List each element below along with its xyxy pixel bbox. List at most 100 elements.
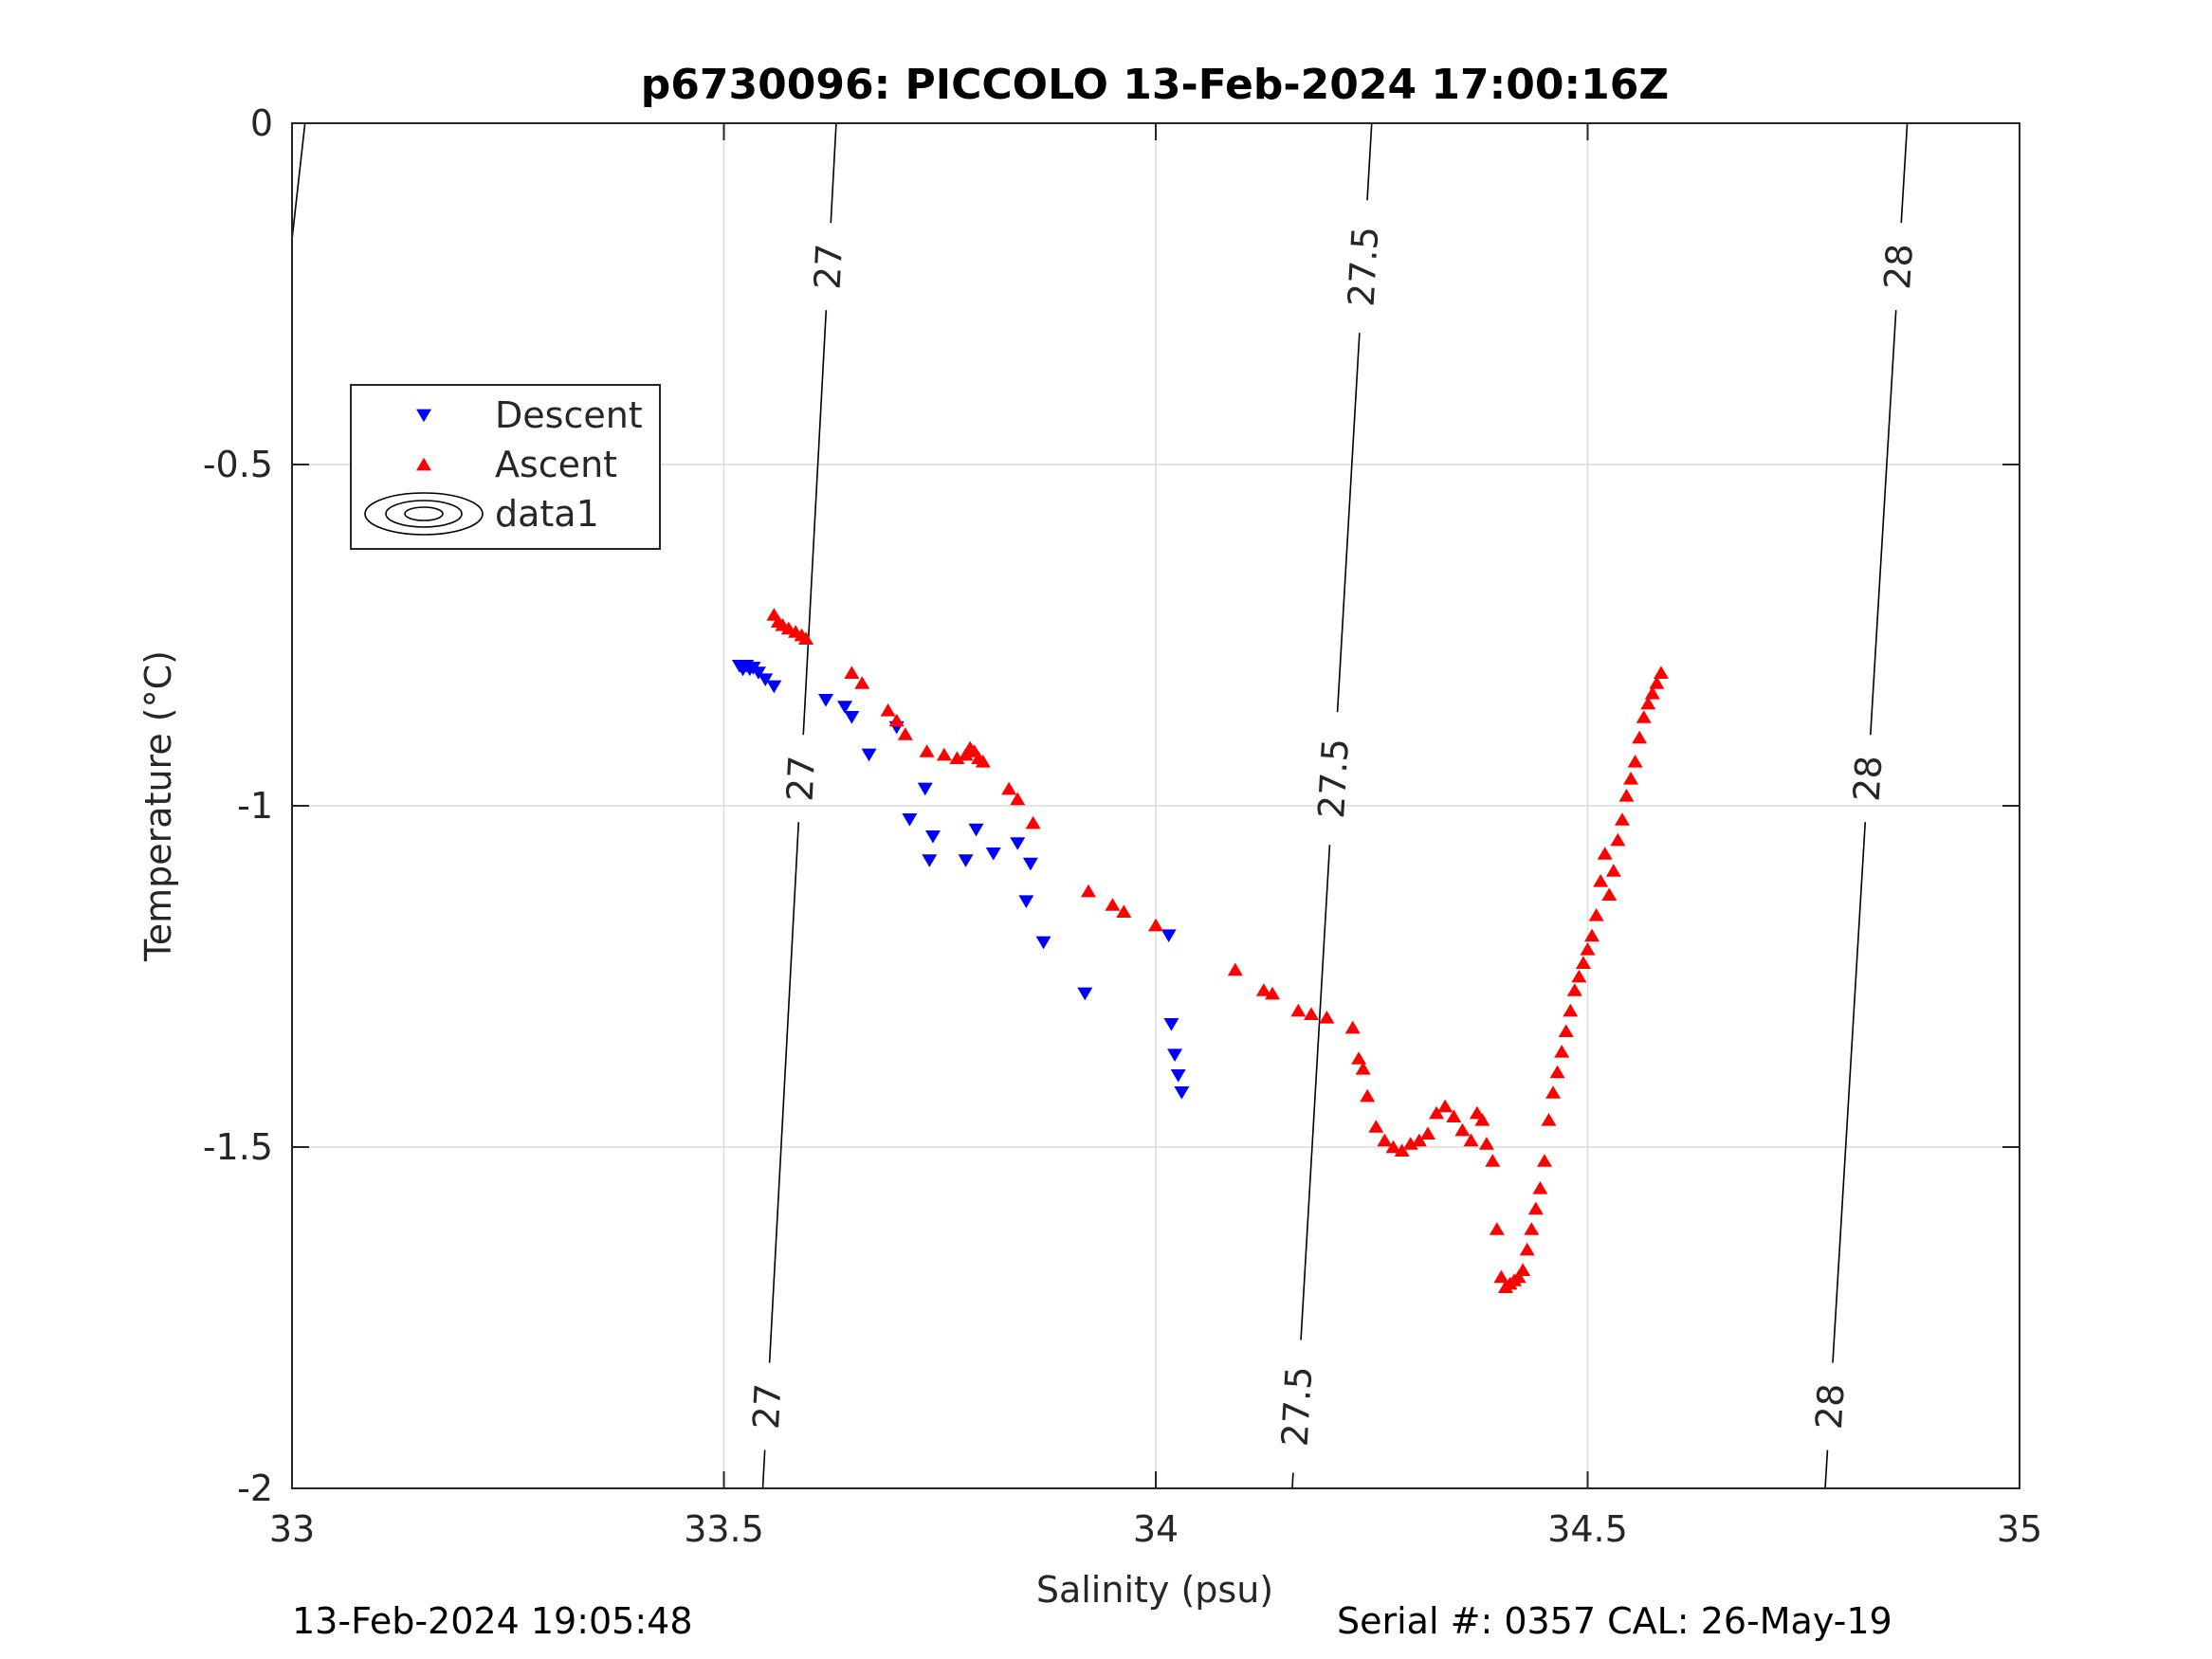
descent-point xyxy=(917,782,933,796)
ascent-point xyxy=(1368,1120,1384,1133)
descent-point xyxy=(1167,1048,1183,1062)
ascent-series xyxy=(766,608,1669,1293)
isopycnal-label: 28 xyxy=(1846,755,1891,803)
ascent-point xyxy=(1385,1139,1401,1154)
ascent-point xyxy=(1549,1065,1565,1079)
ascent-point xyxy=(1419,1126,1435,1139)
ascent-point xyxy=(919,744,935,757)
ascent-point xyxy=(1510,1269,1526,1284)
descent-point xyxy=(968,823,984,837)
isopycnal-line xyxy=(1832,822,1867,1363)
ascent-point xyxy=(1001,781,1017,795)
isopycnal-label: 27 xyxy=(745,1382,790,1431)
descent-point xyxy=(1174,1086,1190,1100)
footer-timestamp: 13-Feb-2024 19:05:48 xyxy=(292,1600,693,1642)
ascent-point xyxy=(1344,1020,1361,1034)
ascent-point xyxy=(1148,918,1163,932)
ascent-point xyxy=(1474,1113,1490,1126)
ascent-point xyxy=(1541,1113,1557,1126)
isopycnal-28: 28 28 28 xyxy=(1808,122,1921,1489)
ascent-point xyxy=(1255,983,1271,996)
ascent-point xyxy=(1493,1269,1509,1284)
isopycnal-line xyxy=(1336,333,1361,713)
ascent-point xyxy=(1554,1045,1570,1058)
ascent-point xyxy=(1446,1109,1462,1122)
ascent-point xyxy=(897,727,913,740)
ascent-point xyxy=(1545,1085,1562,1099)
ascent-point xyxy=(1636,710,1652,723)
ascent-point xyxy=(1515,1263,1531,1276)
descent-point xyxy=(758,673,774,686)
ascent-point xyxy=(880,703,896,717)
isopycnal-27.5: 27.5 27.5 27.5 xyxy=(1274,122,1387,1489)
x-tick-label: 33.5 xyxy=(684,1508,764,1550)
ascent-point xyxy=(1360,1088,1376,1103)
ascent-point xyxy=(1563,1003,1579,1017)
y-tick-label: -0.5 xyxy=(203,444,273,485)
legend-contour-swatch xyxy=(364,492,484,536)
descent-point xyxy=(1018,895,1034,908)
x-axis-ticks: 33 33.5 34 34.5 35 xyxy=(269,123,2042,1550)
isopycnal-label: 28 xyxy=(1808,1382,1853,1431)
ascent-point xyxy=(1080,884,1096,898)
ascent-point xyxy=(1478,1137,1494,1150)
ascent-point xyxy=(1355,1062,1371,1075)
ascent-point xyxy=(1010,792,1026,806)
ascent-point xyxy=(888,713,905,727)
descent-point xyxy=(1170,1069,1186,1083)
isopycnal-label: 27 xyxy=(778,755,823,803)
ascent-point xyxy=(1519,1242,1535,1256)
legend-label: Ascent xyxy=(495,444,617,485)
descent-point xyxy=(750,666,766,680)
descent-point xyxy=(1163,1018,1179,1031)
footer-serial-cal: Serial #: 0357 CAL: 26-May-19 xyxy=(1337,1600,1892,1642)
ascent-point xyxy=(1653,665,1669,679)
ascent-point xyxy=(1644,686,1660,700)
ascent-point xyxy=(1227,962,1243,976)
ascent-point xyxy=(1437,1099,1453,1113)
chart-title: p6730096: PICCOLO 13-Feb-2024 17:00:16Z xyxy=(641,61,1669,109)
ascent-point xyxy=(798,631,814,645)
ascent-point xyxy=(1463,1133,1479,1147)
ascent-point xyxy=(1588,908,1604,921)
isopycnal-label: 27.5 xyxy=(1310,738,1357,820)
y-tick-label: -1 xyxy=(237,785,273,827)
y-tick-label: -2 xyxy=(237,1468,273,1509)
descent-point xyxy=(958,854,974,867)
x-axis-label: Salinity (psu) xyxy=(1036,1569,1273,1611)
ascent-point xyxy=(1566,983,1582,996)
ascent-point xyxy=(1614,812,1630,826)
descent-point xyxy=(837,701,853,714)
ascent-point xyxy=(1610,832,1626,847)
isopycnal-line xyxy=(291,122,306,240)
isopycnal-label: 27.5 xyxy=(1341,226,1387,308)
ascent-point xyxy=(1558,1024,1574,1037)
ascent-point xyxy=(1575,956,1591,969)
isopycnal-label: 27.5 xyxy=(1274,1365,1321,1448)
isopycnal-line xyxy=(1824,1449,1829,1489)
ascent-point xyxy=(1116,904,1132,918)
ascent-point xyxy=(1429,1105,1445,1120)
grid-lines xyxy=(291,122,2020,1489)
descent-point xyxy=(861,748,877,762)
ascent-point xyxy=(975,755,991,768)
ascent-point xyxy=(1627,755,1643,768)
ascent-point xyxy=(1527,1201,1544,1215)
ascent-point xyxy=(1489,1222,1505,1235)
ascent-point xyxy=(1593,874,1609,887)
ascent-point xyxy=(1394,1143,1410,1157)
y-tick-label: 0 xyxy=(250,102,273,144)
isopycnal-27: 27 27 27 xyxy=(745,122,851,1489)
ascent-point xyxy=(936,747,952,761)
ascent-point xyxy=(1025,815,1041,830)
ascent-point xyxy=(1640,696,1656,710)
ascent-point xyxy=(1105,898,1121,911)
isopycnal-line xyxy=(802,310,828,736)
legend-label: Descent xyxy=(495,394,643,436)
isopycnal-label: 28 xyxy=(1876,243,1921,291)
isopycnal-label: 27 xyxy=(807,243,851,291)
legend-label: data1 xyxy=(495,493,599,535)
ascent-point xyxy=(1377,1133,1393,1147)
ascent-point xyxy=(1649,676,1665,689)
